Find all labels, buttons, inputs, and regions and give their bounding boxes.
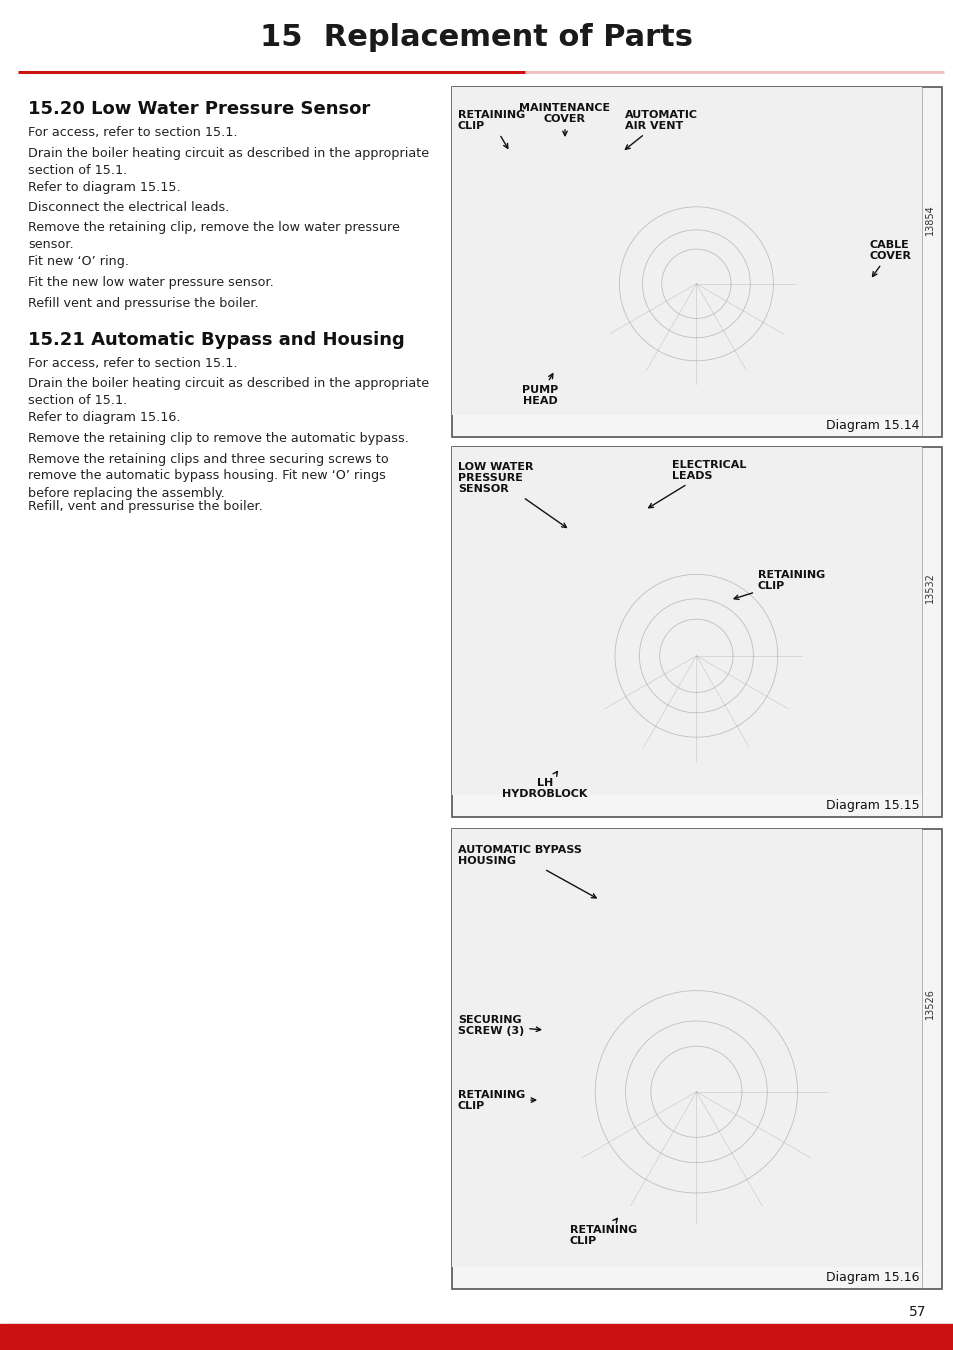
Text: RETAINING
CLIP: RETAINING CLIP bbox=[569, 1219, 637, 1246]
Text: RETAINING
CLIP: RETAINING CLIP bbox=[734, 570, 824, 599]
Text: Disconnect the electrical leads.: Disconnect the electrical leads. bbox=[28, 201, 229, 215]
Text: Diagram 15.16: Diagram 15.16 bbox=[825, 1270, 919, 1284]
Bar bbox=[452, 829, 921, 1268]
Text: LOW WATER
PRESSURE
SENSOR: LOW WATER PRESSURE SENSOR bbox=[457, 462, 566, 528]
Text: Remove the retaining clip to remove the automatic bypass.: Remove the retaining clip to remove the … bbox=[28, 432, 409, 446]
Text: Refer to diagram 15.16.: Refer to diagram 15.16. bbox=[28, 412, 180, 424]
Text: Drain the boiler heating circuit as described in the appropriate
section of 15.1: Drain the boiler heating circuit as desc… bbox=[28, 147, 429, 177]
Text: Fit the new low water pressure sensor.: Fit the new low water pressure sensor. bbox=[28, 275, 274, 289]
Bar bbox=[452, 447, 921, 795]
Text: ELECTRICAL
LEADS: ELECTRICAL LEADS bbox=[648, 460, 745, 508]
Bar bbox=[0, 1324, 953, 1350]
Bar bbox=[452, 86, 941, 437]
Text: CABLE
COVER: CABLE COVER bbox=[869, 240, 911, 277]
Text: Diagram 15.14: Diagram 15.14 bbox=[825, 418, 919, 432]
Text: 15.20 Low Water Pressure Sensor: 15.20 Low Water Pressure Sensor bbox=[28, 100, 370, 117]
Text: Refill vent and pressurise the boiler.: Refill vent and pressurise the boiler. bbox=[28, 297, 258, 309]
Text: 15.21 Automatic Bypass and Housing: 15.21 Automatic Bypass and Housing bbox=[28, 331, 404, 350]
Text: PUMP
HEAD: PUMP HEAD bbox=[521, 374, 558, 406]
Bar bbox=[452, 829, 941, 1289]
Text: 57: 57 bbox=[907, 1305, 925, 1319]
Text: Refill, vent and pressurise the boiler.: Refill, vent and pressurise the boiler. bbox=[28, 500, 262, 513]
Text: 13854: 13854 bbox=[924, 205, 934, 235]
Text: For access, refer to section 15.1.: For access, refer to section 15.1. bbox=[28, 356, 237, 370]
Text: MAINTENANCE
COVER: MAINTENANCE COVER bbox=[518, 103, 610, 135]
Text: Remove the retaining clips and three securing screws to
remove the automatic byp: Remove the retaining clips and three sec… bbox=[28, 452, 388, 499]
Bar bbox=[452, 86, 921, 414]
Text: 13526: 13526 bbox=[924, 988, 934, 1019]
Text: Refer to diagram 15.15.: Refer to diagram 15.15. bbox=[28, 181, 180, 193]
Text: Fit new ‘O’ ring.: Fit new ‘O’ ring. bbox=[28, 255, 129, 269]
Text: RETAINING
CLIP: RETAINING CLIP bbox=[457, 1089, 535, 1111]
Text: RETAINING
CLIP: RETAINING CLIP bbox=[457, 109, 525, 148]
Text: 15  Replacement of Parts: 15 Replacement of Parts bbox=[260, 23, 693, 53]
Text: For access, refer to section 15.1.: For access, refer to section 15.1. bbox=[28, 126, 237, 139]
Bar bbox=[452, 447, 941, 817]
Text: Diagram 15.15: Diagram 15.15 bbox=[825, 799, 919, 811]
Text: Drain the boiler heating circuit as described in the appropriate
section of 15.1: Drain the boiler heating circuit as desc… bbox=[28, 378, 429, 408]
Text: Remove the retaining clip, remove the low water pressure
sensor.: Remove the retaining clip, remove the lo… bbox=[28, 221, 399, 251]
Text: AUTOMATIC
AIR VENT: AUTOMATIC AIR VENT bbox=[624, 109, 698, 150]
Text: 13532: 13532 bbox=[924, 572, 934, 603]
Text: AUTOMATIC BYPASS
HOUSING: AUTOMATIC BYPASS HOUSING bbox=[457, 845, 596, 898]
Text: SECURING
SCREW (3): SECURING SCREW (3) bbox=[457, 1015, 540, 1037]
Text: LH
HYDROBLOCK: LH HYDROBLOCK bbox=[502, 771, 587, 799]
